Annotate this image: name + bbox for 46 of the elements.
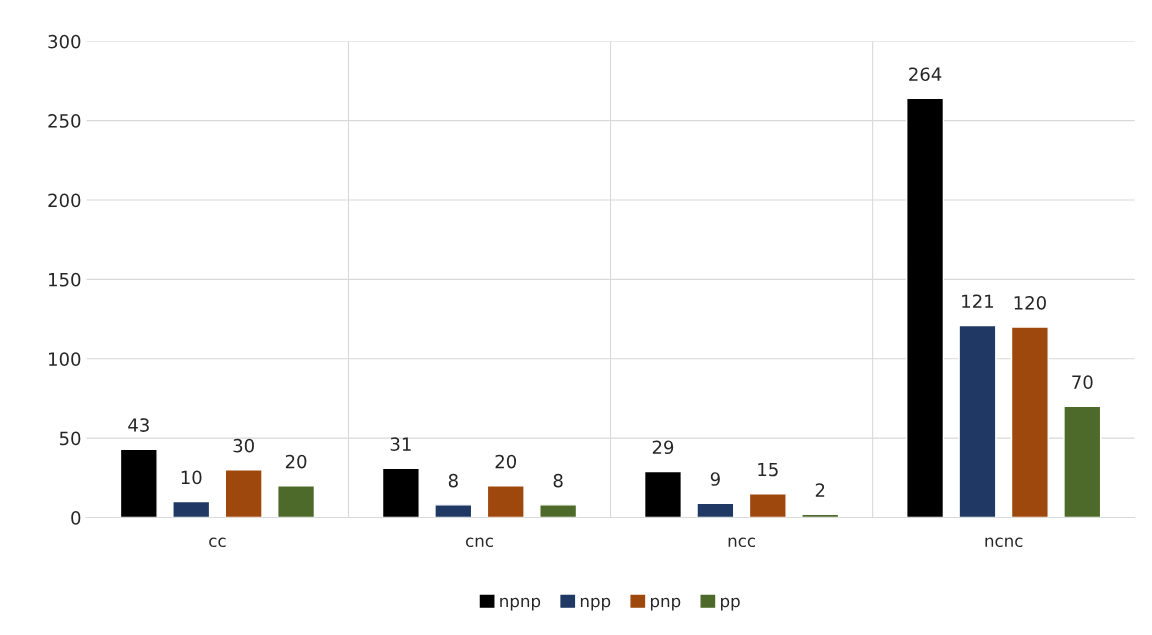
y-tick-label: 0 bbox=[71, 510, 81, 525]
bar bbox=[748, 493, 787, 518]
bar bbox=[1010, 326, 1049, 518]
bar bbox=[119, 448, 158, 518]
data-label: 15 bbox=[758, 462, 778, 477]
data-label: 9 bbox=[710, 472, 720, 486]
y-tick-label: 50 bbox=[59, 431, 81, 446]
y-tick-label: 100 bbox=[49, 352, 81, 366]
data-label: 31 bbox=[390, 437, 411, 451]
bar bbox=[486, 485, 525, 518]
data-label: 43 bbox=[128, 418, 149, 432]
y-tick-label: 200 bbox=[48, 193, 81, 208]
x-tick-label: ncnc bbox=[985, 537, 1023, 548]
bar bbox=[434, 504, 473, 518]
data-label: 2 bbox=[815, 483, 825, 497]
legend-label: npnp bbox=[500, 597, 541, 611]
legend-label: pp bbox=[721, 597, 740, 611]
data-label: 264 bbox=[909, 67, 942, 82]
y-tick-label: 150 bbox=[49, 272, 81, 287]
bar bbox=[539, 504, 578, 518]
data-label: 10 bbox=[181, 470, 202, 485]
data-label: 20 bbox=[495, 454, 517, 469]
bar bbox=[1063, 405, 1102, 518]
data-label: 120 bbox=[1014, 295, 1046, 310]
bar bbox=[958, 324, 997, 518]
x-tick-label: ncc bbox=[728, 537, 756, 548]
data-label: 29 bbox=[652, 440, 674, 455]
y-tick-label: 250 bbox=[48, 114, 81, 128]
data-label: 8 bbox=[448, 473, 458, 488]
bar bbox=[277, 485, 316, 518]
legend-label: npp bbox=[580, 597, 611, 611]
bar bbox=[172, 500, 211, 518]
bar bbox=[906, 97, 945, 518]
data-label: 20 bbox=[285, 454, 307, 469]
bar bbox=[381, 467, 420, 518]
legend-label: pnp bbox=[650, 597, 681, 611]
bar bbox=[643, 470, 683, 518]
x-tick-label: cnc bbox=[465, 537, 493, 548]
bar bbox=[696, 502, 735, 518]
y-tick-label: 300 bbox=[48, 34, 81, 49]
bar bbox=[224, 469, 263, 518]
data-label: 30 bbox=[233, 438, 254, 453]
data-label: 8 bbox=[553, 473, 563, 488]
x-tick-label: cc bbox=[209, 537, 226, 548]
data-label: 121 bbox=[962, 294, 994, 308]
data-label: 70 bbox=[1072, 375, 1093, 390]
